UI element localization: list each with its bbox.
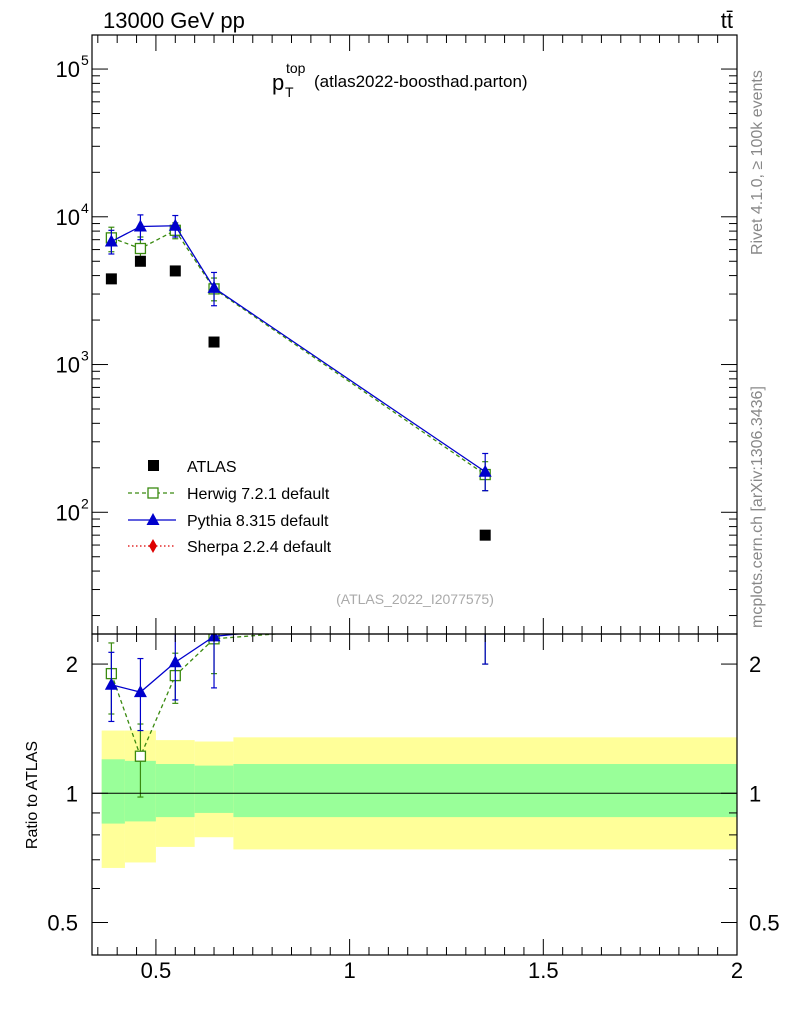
ratio-uncertainty-bands	[101, 730, 737, 868]
main-atlas-point	[169, 265, 181, 277]
ratio-y-tick-label-left: 2	[66, 652, 78, 677]
main-pythia-point	[133, 219, 147, 232]
ratio-inner-band	[155, 764, 195, 818]
legend-herwig-marker	[147, 487, 159, 499]
main-y-tick-label: 10	[56, 500, 80, 525]
legend-herwig-label: Herwig 7.2.1 default	[187, 486, 330, 503]
main-pythia-point	[104, 234, 118, 247]
main-atlas-point	[105, 273, 117, 285]
x-tick-label: 2	[731, 958, 743, 983]
ratio-pythia-point	[133, 685, 147, 698]
legend-atlas-label: ATLAS	[187, 459, 237, 476]
ratio-y-tick-label-right: 2	[749, 652, 761, 677]
main-atlas-point	[134, 255, 146, 267]
ratio-pythia-point	[168, 655, 182, 668]
ratio-inner-band	[194, 765, 234, 813]
main-herwig-point	[134, 242, 147, 255]
main-y-tick-exponent: 2	[81, 495, 89, 511]
ratio-y-tick-label-left: 0.5	[47, 910, 78, 935]
mcplots-label: mcplots.cern.ch [arXiv:1306.3436]	[749, 386, 766, 628]
main-pythia-point	[478, 464, 492, 477]
ratio-y-tick-label-left: 1	[66, 781, 78, 806]
main-y-tick-label: 10	[56, 353, 80, 378]
main-herwig-line	[111, 229, 486, 476]
axis-ticks	[92, 35, 738, 955]
legend-pythia-label: Pythia 8.315 default	[187, 513, 329, 530]
ratio-pythia-line	[111, 634, 244, 693]
analysis-watermark: (ATLAS_2022_I2077575)	[336, 591, 494, 607]
plot-title-subscript: T	[285, 84, 294, 100]
main-atlas-point	[479, 529, 491, 541]
x-tick-label: 1	[343, 958, 355, 983]
energy-label: 13000 GeV pp	[103, 8, 245, 33]
rivet-version-label: Rivet 4.1.0, ≥ 100k events	[749, 70, 766, 255]
legend-entry-pythia: Pythia 8.315 default	[128, 513, 329, 530]
main-y-tick-exponent: 4	[81, 200, 89, 216]
ratio-y-tick-label-right: 1	[749, 781, 761, 806]
legend-entry-atlas: ATLAS	[148, 459, 237, 476]
main-panel-series	[104, 214, 492, 541]
legend-sherpa-label: Sherpa 2.2.4 default	[187, 539, 332, 556]
main-atlas-point	[208, 336, 220, 348]
ratio-panel-frame	[91, 633, 738, 956]
process-label: tt̄	[721, 8, 733, 33]
ratio-herwig-line	[110, 634, 284, 758]
ratio-y-axis-label: Ratio to ATLAS	[24, 741, 41, 849]
ratio-y-tick-label-right: 0.5	[749, 910, 780, 935]
ratio-herwig-point	[134, 750, 147, 762]
ratio-herwig-point	[480, 612, 490, 622]
legend-atlas-marker	[148, 460, 159, 471]
main-y-tick-exponent: 5	[81, 52, 89, 68]
main-y-tick-exponent: 3	[81, 348, 89, 364]
main-y-tick-label: 10	[56, 57, 80, 82]
main-pythia-point	[207, 280, 221, 293]
main-pythia-line	[111, 225, 486, 473]
ratio-inner-band	[101, 759, 125, 824]
plot-title-superscript: top	[286, 60, 306, 76]
legend-sherpa-marker	[149, 539, 157, 553]
legend-pythia-marker	[146, 513, 160, 525]
legend: ATLAS Herwig 7.2.1 default Pythia 8.315 …	[128, 459, 332, 556]
ratio-pythia-point	[104, 677, 118, 690]
plot-title-text: (atlas2022-boosthad.parton)	[314, 72, 528, 91]
legend-entry-herwig: Herwig 7.2.1 default	[128, 486, 330, 503]
plot-title-main: p	[272, 70, 284, 95]
main-y-tick-label: 10	[56, 205, 80, 230]
x-tick-label: 1.5	[528, 958, 559, 983]
legend-entry-sherpa: Sherpa 2.2.4 default	[128, 539, 332, 556]
main-pythia-point	[168, 218, 182, 231]
ratio-inner-band	[233, 764, 737, 818]
x-tick-label: 0.5	[141, 958, 172, 983]
